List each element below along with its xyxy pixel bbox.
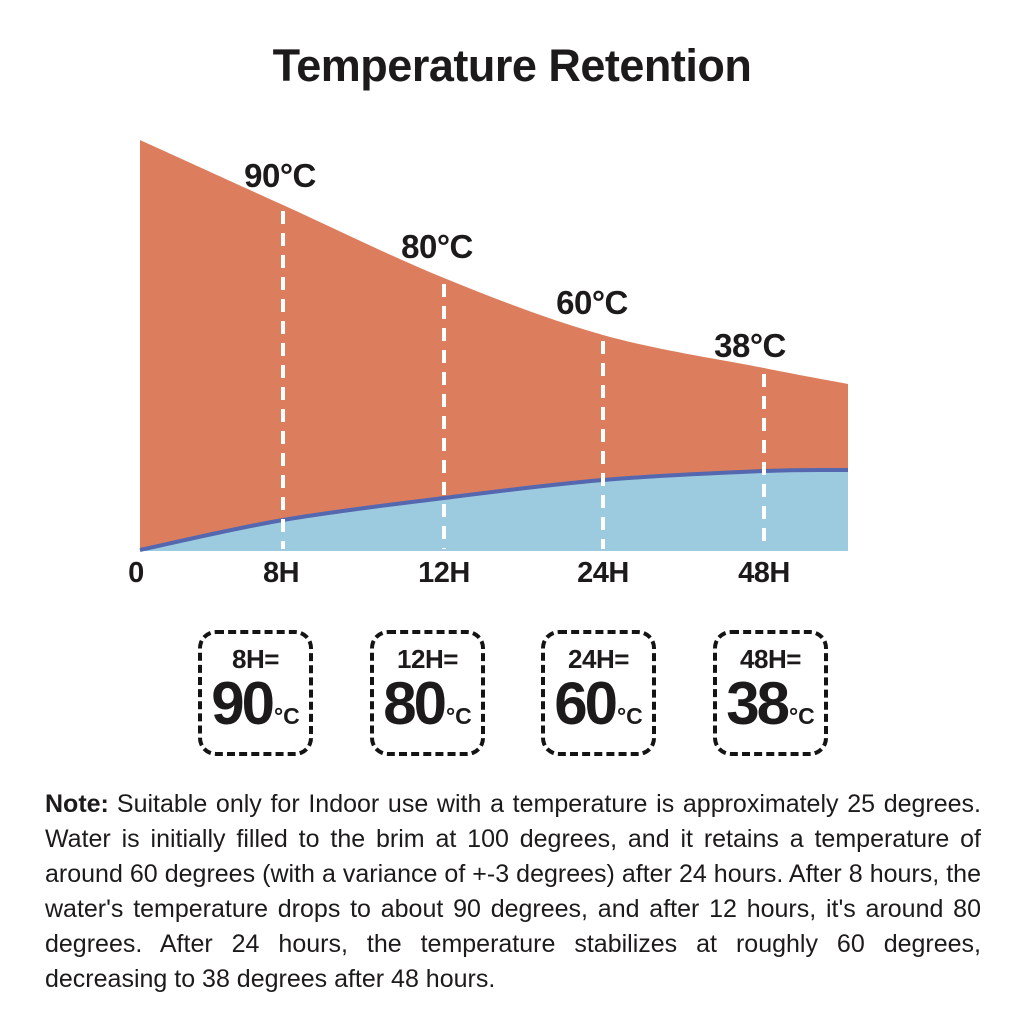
curve-label-80c: 80°C xyxy=(401,228,473,265)
callout-box-8h: 8H= 90 °C xyxy=(198,630,313,756)
callout-time-label: 48H= xyxy=(740,644,801,674)
cool-area-shape xyxy=(140,469,848,551)
footnote-text: Suitable only for Indoor use with a temp… xyxy=(45,790,981,993)
footnote: Note: Suitable only for Indoor use with a… xyxy=(45,787,981,997)
page-title: Temperature Retention xyxy=(272,40,752,91)
callout-value-row: 80 °C xyxy=(383,670,472,738)
callout-time-label: 12H= xyxy=(397,644,458,674)
callout-value-row: 38 °C xyxy=(726,670,815,738)
hot-area-shape xyxy=(140,140,848,551)
x-tick-12h: 12H xyxy=(418,557,470,589)
callout-box-48h: 48H= 38 °C xyxy=(713,630,828,756)
callout-box-24h: 24H= 60 °C xyxy=(541,630,656,756)
callout-time-label: 24H= xyxy=(568,644,629,674)
callout-temperature-unit: °C xyxy=(616,703,643,730)
x-tick-48h: 48H xyxy=(738,557,790,589)
callout-temperature-unit: °C xyxy=(788,703,815,730)
callout-value-row: 90 °C xyxy=(211,670,300,738)
x-tick-0: 0 xyxy=(128,557,144,589)
x-tick-8h: 8H xyxy=(262,557,300,589)
callout-temperature-value: 60 xyxy=(554,670,618,738)
callout-temperature-unit: °C xyxy=(445,703,472,730)
curve-label-60c: 60°C xyxy=(556,284,628,321)
curve-label-90c: 90°C xyxy=(244,157,316,194)
callout-box-12h: 12H= 80 °C xyxy=(370,630,485,756)
callout-temperature-value: 80 xyxy=(383,670,447,738)
callout-value-row: 60 °C xyxy=(554,670,643,738)
callout-temperature-value: 90 xyxy=(211,670,275,738)
footnote-label: Note: xyxy=(45,790,109,818)
callout-time-label: 8H= xyxy=(232,644,279,674)
x-tick-24h: 24H xyxy=(577,557,629,589)
callout-temperature-value: 38 xyxy=(726,670,790,738)
callout-temperature-unit: °C xyxy=(273,703,300,730)
curve-label-38c: 38°C xyxy=(714,327,786,364)
